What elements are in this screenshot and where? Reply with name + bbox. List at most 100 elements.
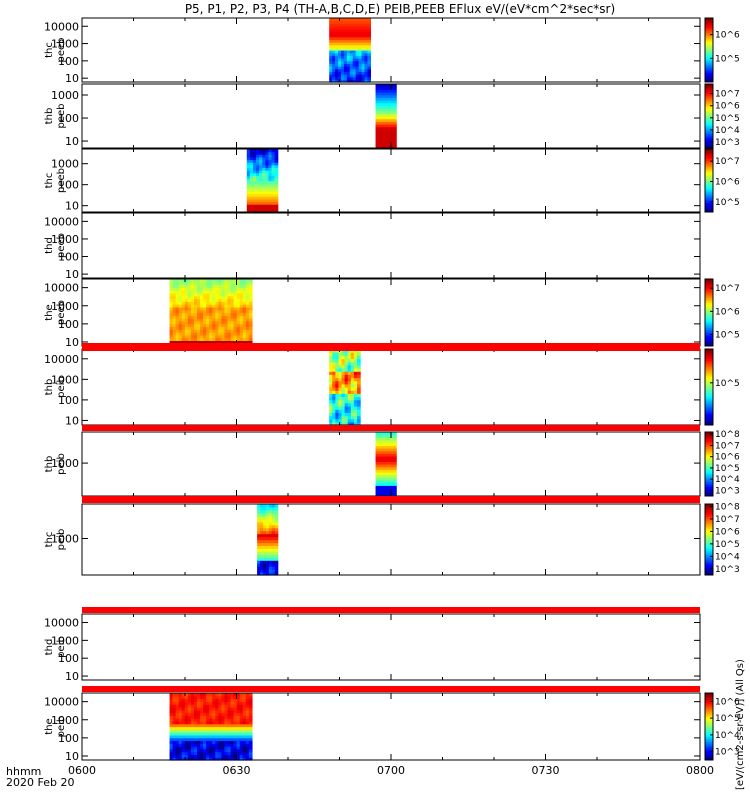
heatmap-cell [268,156,273,161]
heatmap-cell [344,352,349,356]
heatmap-cell [335,380,340,385]
heatmap-cell [378,437,383,441]
heatmap-cells [257,504,279,576]
heatmap-cell [239,693,244,697]
heatmap-cell [203,712,207,716]
heatmap-cell [245,312,250,316]
heatmap-cell [193,318,198,322]
heatmap-cell [206,309,210,314]
heatmap-cell [203,320,207,325]
heatmap-cell [390,490,394,494]
heatmap-cell [200,301,204,305]
colorbar-step [705,402,713,405]
heatmap-cell [221,304,226,308]
heatmap-cell [341,396,346,401]
heatmap-cell [203,695,207,700]
heatmap-cell [393,442,397,446]
heatmap-cell [364,23,369,27]
heatmap-cell [212,726,216,730]
heatmap-cell [242,729,247,733]
heatmap-cell [364,58,369,62]
heatmap-cell [268,167,273,171]
heatmap-cell [181,706,186,711]
heatmap-cell [209,318,213,322]
heatmap-cell [206,748,210,753]
heatmap-cell [172,279,177,283]
heatmap-cell [265,170,270,174]
heatmap-cell [346,26,351,30]
heatmap-cell [271,545,276,549]
heatmap-cell [218,340,223,344]
heatmap-cell [172,732,177,736]
colorbar-step [705,519,713,523]
heatmap-cell [248,737,253,742]
heatmap-cell [381,434,385,438]
heatmap-cell [262,524,267,529]
heatmap-cell [175,320,180,325]
colorbar-step [705,287,713,290]
colorbar-step [705,186,713,189]
colorbar-step [705,423,713,426]
heatmap-cell [384,121,388,125]
colorbar-step [705,744,713,748]
heatmap-cell [187,329,192,333]
heatmap-cell [384,89,388,93]
heatmap-cell [262,569,267,573]
heatmap-cell [242,734,247,739]
heatmap-cell [249,151,254,155]
heatmap-cell [257,551,261,555]
heatmap-cell [384,92,388,96]
heatmap-cell [227,712,232,716]
heatmap-cell [249,198,254,203]
heatmap-cell [236,295,241,300]
heatmap-cell [349,68,354,72]
colorbar-step [705,32,713,35]
heatmap-cell [335,361,340,366]
heatmap-cell [353,358,358,363]
heatmap-cell [268,180,273,184]
heatmap-cell [200,337,204,342]
heatmap-cell [190,315,195,319]
heatmap-cell [346,76,351,80]
colorbar-step [705,551,713,555]
heatmap-cell [184,323,189,328]
heatmap-cell [274,539,279,544]
heatmap-cell [262,518,267,523]
heatmap-cell [387,102,391,106]
colorbar-step [705,205,713,208]
heatmap-cell [169,757,174,761]
colorbar-step [705,325,713,329]
heatmap-cell [338,358,343,363]
heatmap-cell [265,545,270,549]
heatmap-cell [335,374,340,379]
heatmap-cell [364,44,369,48]
heatmap-cell [206,279,210,283]
heatmap-cell [344,371,349,375]
colorbar-step [705,387,713,390]
heatmap-cell [332,55,336,59]
heatmap-cell [203,706,207,711]
heatmap-cell [384,480,388,484]
heatmap-cell [259,196,263,200]
heatmap-cell [252,204,257,208]
colorbar-step [705,756,713,759]
heatmap-cell [227,737,232,742]
heatmap-cell [375,448,380,452]
heatmap-cell [332,390,336,394]
heatmap-cell [209,340,213,344]
heatmap-cell [384,469,388,473]
heatmap-cell [393,142,397,146]
heatmap-cell [242,332,247,336]
heatmap-cell [248,287,253,291]
heatmap-cell [367,47,371,51]
heatmap-cell [206,315,210,319]
heatmap-cell [224,751,229,756]
heatmap-cell [329,402,333,407]
heatmap-cell [384,124,388,128]
heatmap-cell [343,74,348,78]
heatmap-cell [193,309,198,314]
heatmap-cell [245,751,250,756]
heatmap-cell [190,734,195,739]
heatmap-cell [181,709,186,714]
heatmap-cell [390,84,394,88]
